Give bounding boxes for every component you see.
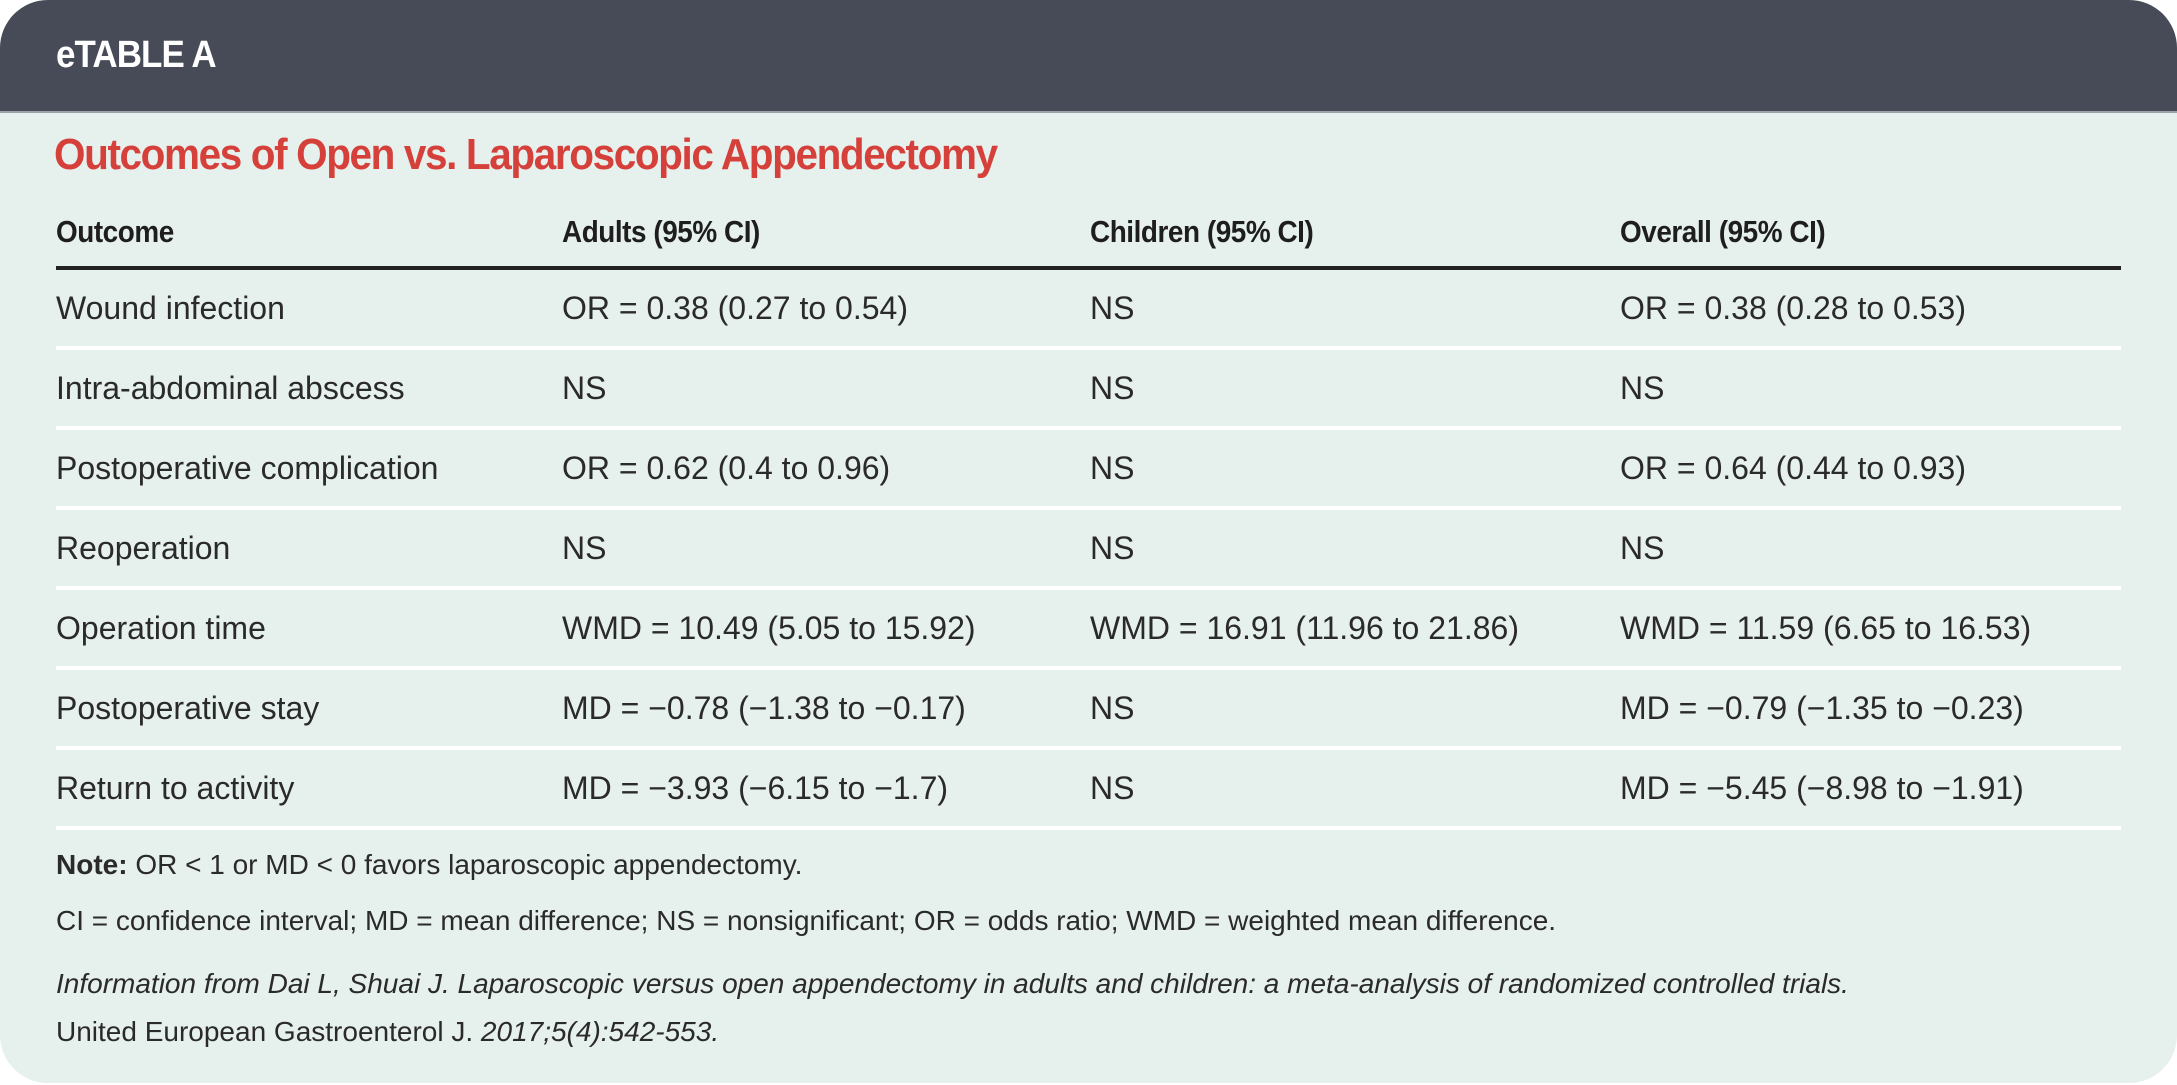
column-header-label: Outcome (56, 214, 174, 249)
table-row: Return to activity MD = −3.93 (−6.15 to −… (56, 748, 2121, 830)
column-header: Outcome (56, 198, 562, 270)
table-row: Postoperative complication OR = 0.62 (0.4… (56, 428, 2121, 510)
table-label: eTABLE A (56, 34, 217, 76)
table-row: Reoperation NS NS NS (56, 508, 2121, 590)
table-row: Wound infection OR = 0.38 (0.27 to 0.54) N… (56, 268, 2121, 350)
column-header-label: Overall (95% CI) (1620, 214, 1826, 249)
outcome-cell: Postoperative stay (56, 668, 562, 750)
value-cell: OR = 0.38 (0.28 to 0.53) (1620, 268, 2121, 350)
table-row: Postoperative stay MD = −0.78 (−1.38 to −… (56, 668, 2121, 750)
note: Note: OR < 1 or MD < 0 favors laparoscop… (56, 848, 1849, 882)
column-header-label: Adults (95% CI) (562, 214, 760, 249)
value-cell: NS (1090, 348, 1620, 430)
column-header-label: Children (95% CI) (1090, 214, 1314, 249)
source-journal: United European Gastroenterol J. (56, 1016, 474, 1047)
outcome-cell: Wound infection (56, 268, 562, 350)
abbreviations: CI = confidence interval; MD = mean diff… (56, 905, 1557, 936)
outcome-cell: Intra-abdominal abscess (56, 348, 562, 430)
note-label: Note: (56, 849, 128, 880)
outcomes-table: Outcome Adults (95% CI) Children (95% CI) O… (56, 198, 2121, 830)
outcome-cell: Return to activity (56, 748, 562, 830)
value-cell: NS (1620, 508, 2121, 590)
outcome-cell: Postoperative complication (56, 428, 562, 510)
value-cell: MD = −0.79 (−1.35 to −0.23) (1620, 668, 2121, 750)
value-cell: NS (1090, 748, 1620, 830)
source-citation: 2017;5(4):542-553. (473, 1016, 720, 1047)
value-cell: WMD = 10.49 (5.05 to 15.92) (562, 588, 1090, 670)
note-text: OR < 1 or MD < 0 favors laparoscopic app… (127, 849, 803, 880)
source-italic: Information from Dai L, Shuai J. Laparos… (56, 968, 1849, 999)
value-cell: OR = 0.38 (0.27 to 0.54) (562, 268, 1090, 350)
table-row: Operation time WMD = 10.49 (5.05 to 15.92… (56, 588, 2121, 670)
outcome-cell: Reoperation (56, 508, 562, 590)
outcome-cell: Operation time (56, 588, 562, 670)
value-cell: MD = −0.78 (−1.38 to −0.17) (562, 668, 1090, 750)
value-cell: NS (562, 508, 1090, 590)
column-header: Overall (95% CI) (1620, 198, 2121, 270)
value-cell: WMD = 11.59 (6.65 to 16.53) (1620, 588, 2121, 670)
value-cell: OR = 0.64 (0.44 to 0.93) (1620, 428, 2121, 510)
column-header: Children (95% CI) (1090, 198, 1620, 270)
value-cell: NS (1090, 428, 1620, 510)
source: Information from Dai L, Shuai J. Laparos… (56, 960, 1849, 1056)
table-notes: Note: OR < 1 or MD < 0 favors laparoscop… (56, 848, 1849, 1056)
table-title: Outcomes of Open vs. Laparoscopic Append… (54, 130, 998, 179)
value-cell: WMD = 16.91 (11.96 to 21.86) (1090, 588, 1620, 670)
column-header: Adults (95% CI) (562, 198, 1090, 270)
value-cell: NS (1090, 668, 1620, 750)
value-cell: NS (1090, 268, 1620, 350)
value-cell: MD = −5.45 (−8.98 to −1.91) (1620, 748, 2121, 830)
value-cell: OR = 0.62 (0.4 to 0.96) (562, 428, 1090, 510)
value-cell: MD = −3.93 (−6.15 to −1.7) (562, 748, 1090, 830)
header-row: Outcome Adults (95% CI) Children (95% CI) O… (56, 198, 2121, 270)
value-cell: NS (562, 348, 1090, 430)
value-cell: NS (1090, 508, 1620, 590)
value-cell: NS (1620, 348, 2121, 430)
header-bar: eTABLE A (0, 0, 2177, 113)
table-row: Intra-abdominal abscess NS NS NS (56, 348, 2121, 430)
